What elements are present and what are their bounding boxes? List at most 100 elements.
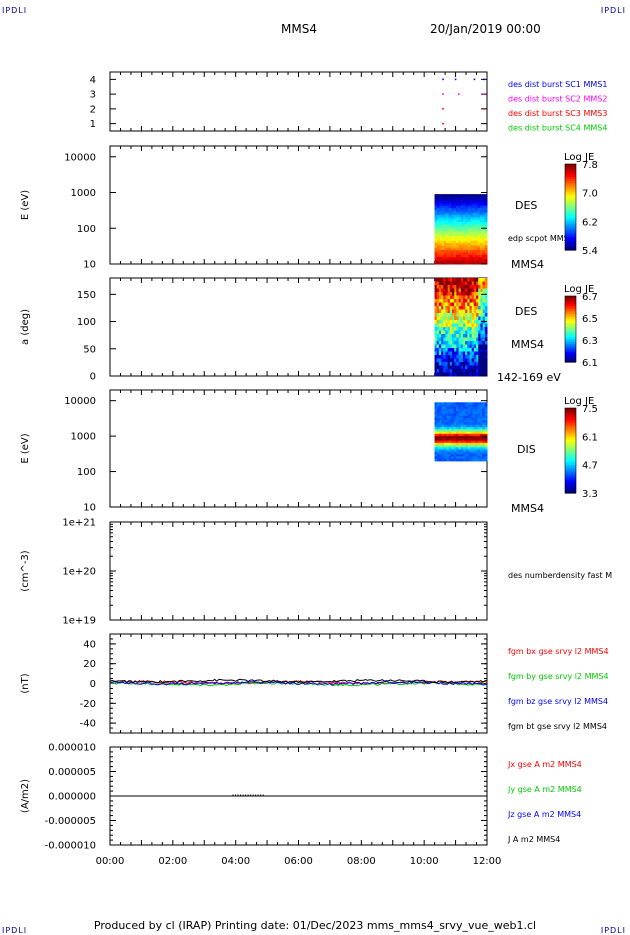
colorbar-swatch xyxy=(565,228,576,232)
spectrogram-cell xyxy=(463,404,467,408)
burst-point xyxy=(483,93,485,95)
spectrogram-cell xyxy=(465,449,469,453)
spectrogram-cell xyxy=(449,313,453,317)
spectrogram-cell xyxy=(448,429,452,433)
spectrogram-cell xyxy=(444,442,447,446)
spectrogram-cell xyxy=(458,420,462,424)
spectrogram-cell xyxy=(484,449,488,453)
spectrogram-cell xyxy=(441,201,445,204)
spectrogram-cell xyxy=(471,313,475,317)
spectrogram-cell xyxy=(484,203,488,207)
spectrogram-cell xyxy=(484,240,488,244)
spectrogram-cell xyxy=(434,219,438,223)
spectrogram-cell xyxy=(475,406,478,410)
spectrogram-cell xyxy=(441,245,445,249)
spectrogram-cell xyxy=(476,295,479,300)
spectrogram-cell xyxy=(467,418,471,421)
spectrogram-cell xyxy=(455,217,459,221)
spectrogram-cell xyxy=(458,217,462,221)
colorbar-swatch xyxy=(565,332,576,335)
spectrogram-cell xyxy=(460,365,464,370)
spectrogram-cell xyxy=(475,198,478,202)
spectrogram-cell xyxy=(482,438,486,442)
spectrogram-cell xyxy=(452,309,455,314)
spectrogram-cell xyxy=(439,236,443,239)
spectrogram-cell xyxy=(484,429,488,433)
spectrogram-cell xyxy=(447,369,451,373)
spectrogram-cell xyxy=(444,429,447,433)
spectrogram-cell xyxy=(438,309,442,314)
spectrogram-cell xyxy=(439,243,443,246)
spectrogram-cell xyxy=(480,344,484,349)
spectrogram-cell xyxy=(473,337,477,342)
spectrogram-cell xyxy=(462,292,466,296)
spectrogram-cell xyxy=(460,217,464,221)
spectrogram-cell xyxy=(479,418,483,421)
spectrogram-cell xyxy=(470,205,474,209)
spectrogram-cell xyxy=(479,252,483,256)
spectrogram-cell xyxy=(454,295,457,300)
spectrogram-cell xyxy=(476,281,479,286)
spectrogram-cell xyxy=(455,226,459,230)
spectrogram-cell xyxy=(484,458,488,462)
spectrogram-cell xyxy=(455,247,459,251)
spectrogram-cell xyxy=(484,334,488,338)
spectrogram-cell xyxy=(454,327,457,331)
colorbar-swatch xyxy=(565,459,576,462)
spectrogram-cell xyxy=(455,413,459,417)
spectrogram-cell xyxy=(449,369,453,373)
spectrogram-cell xyxy=(482,285,486,289)
spectrogram-cell xyxy=(453,210,457,214)
colorbar-swatch xyxy=(565,418,576,422)
spectrogram-cell xyxy=(436,219,440,223)
spectrogram-cell xyxy=(460,413,464,417)
spectrogram-cell xyxy=(477,254,481,258)
spectrogram-cell xyxy=(453,229,457,232)
spectrogram-cell xyxy=(443,369,446,373)
spectrogram-cell xyxy=(460,250,464,253)
spectrogram-cell xyxy=(476,330,479,335)
spectrogram-cell xyxy=(434,451,438,455)
spectrogram-cell xyxy=(465,372,468,377)
spectrogram-cell xyxy=(484,208,488,211)
colorbar-swatch xyxy=(565,320,576,323)
spectrogram-cell xyxy=(453,224,457,228)
spectrogram-cell xyxy=(438,348,442,352)
spectrogram-cell xyxy=(439,456,443,460)
spectrogram-cell xyxy=(438,306,442,310)
spectrogram-cell xyxy=(482,238,486,242)
spectrogram-cell xyxy=(455,456,459,460)
spectrogram-cell xyxy=(451,215,455,218)
spectrogram-cell xyxy=(447,362,451,366)
spacecraft-title: MMS4 xyxy=(281,22,317,36)
spectrogram-cell xyxy=(484,217,488,221)
colorbar-swatch xyxy=(565,213,576,217)
spectrogram-cell xyxy=(470,254,474,258)
spectrogram-cell xyxy=(463,245,467,249)
spectrogram-cell xyxy=(434,411,438,415)
spectrogram-cell xyxy=(460,433,464,437)
spectrogram-cell xyxy=(465,424,469,428)
spectrogram-cell xyxy=(446,236,450,239)
spectrogram-cell xyxy=(475,231,478,235)
spectrogram-cell xyxy=(480,327,484,331)
spectrogram-cell xyxy=(434,240,438,244)
spectrogram-cell xyxy=(479,229,483,232)
spectrogram-cell xyxy=(458,281,462,286)
spectrogram-cell xyxy=(460,306,464,310)
colorbar-swatch xyxy=(565,185,576,189)
spectrogram-cell xyxy=(439,418,443,421)
spectrogram-cell xyxy=(470,196,474,200)
spectrogram-cell xyxy=(472,429,476,433)
spectrogram-cell xyxy=(446,198,450,202)
spectrogram-cell xyxy=(458,259,462,263)
spectrogram-cell xyxy=(460,418,464,421)
spectrogram-cell xyxy=(445,288,449,293)
spectrogram-cell xyxy=(448,217,452,221)
spectrogram-cell xyxy=(470,406,474,410)
spectrogram-cell xyxy=(470,420,474,424)
spectrogram-cell xyxy=(458,429,462,433)
spectrogram-cell xyxy=(439,259,443,263)
spectrogram-cell xyxy=(443,295,446,300)
spectrogram-cell xyxy=(458,456,462,460)
